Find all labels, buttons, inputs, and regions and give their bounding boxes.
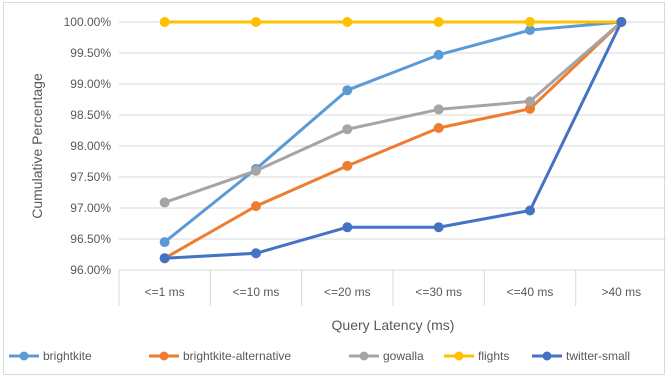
y-tick-label: 99.00% [70,77,111,91]
legend-item: gowalla [349,349,424,363]
data-point [342,222,353,233]
y-tick-label: 97.00% [70,201,111,215]
data-point [525,17,535,27]
data-point [433,123,444,134]
series-line [163,20,623,260]
data-point [159,237,170,248]
data-point [525,205,535,216]
legend-label: brightkite-alternative [183,349,291,363]
series-line [163,20,622,244]
x-tick-label: <=30 ms [415,285,462,299]
data-point [433,104,444,115]
series-line [164,21,623,260]
y-tick-label: 97.50% [70,170,111,184]
data-point [525,96,535,107]
data-point [159,197,170,208]
data-point [342,85,353,96]
legend-label: twitter-small [566,349,630,363]
data-point [251,201,261,212]
x-tick-label: >40 ms [601,285,641,299]
y-tick-label: 98.50% [70,108,111,122]
data-point [251,248,261,259]
y-tick-label: 100.00% [64,15,112,29]
data-point [433,49,444,60]
y-tick-label: 99.50% [70,46,111,60]
data-point [342,124,353,135]
data-point [159,253,170,264]
data-point [342,160,353,171]
y-tick-label: 96.00% [70,263,111,277]
chart-frame: 96.00% 96.50% 97.00% 97.50% 98.00% 98.50% 99.0… [3,2,668,375]
data-point [159,17,170,27]
series-twitter-small [159,17,627,264]
legend-marker [159,351,169,361]
legend-item: brightkite-alternative [149,349,291,363]
legend-marker [19,351,29,361]
legend-label: brightkite [43,349,92,363]
data-point [251,165,261,176]
y-tick-label: 98.00% [70,139,111,153]
legend-marker [359,351,369,361]
data-point [433,222,444,233]
series-gowalla [159,17,627,208]
legend-marker [542,351,552,361]
legend-item: flights [444,349,509,363]
x-tick-label: <=10 ms [233,285,280,299]
series-flights [159,17,627,27]
legend-item: brightkite [9,349,92,363]
data-point [251,17,261,27]
line-chart: 96.00% 96.50% 97.00% 97.50% 98.00% 98.50% 99.0… [9,15,668,363]
y-tick-label: 96.50% [70,232,111,246]
legend-item: twitter-small [532,349,630,363]
x-tick-label: <=1 ms [145,285,185,299]
data-point [342,17,353,27]
legend-marker [454,351,464,361]
x-tick-label: <=20 ms [324,285,371,299]
data-point [433,17,444,27]
x-axis-title: Query Latency (ms) [332,317,455,333]
series-brightkite [159,17,627,248]
y-axis-title: Cumulative Percentage [29,73,45,219]
legend-label: gowalla [383,349,424,363]
legend-label: flights [478,349,509,363]
x-tick-label: <=40 ms [507,285,554,299]
series-line [164,20,623,204]
data-point [616,17,627,27]
